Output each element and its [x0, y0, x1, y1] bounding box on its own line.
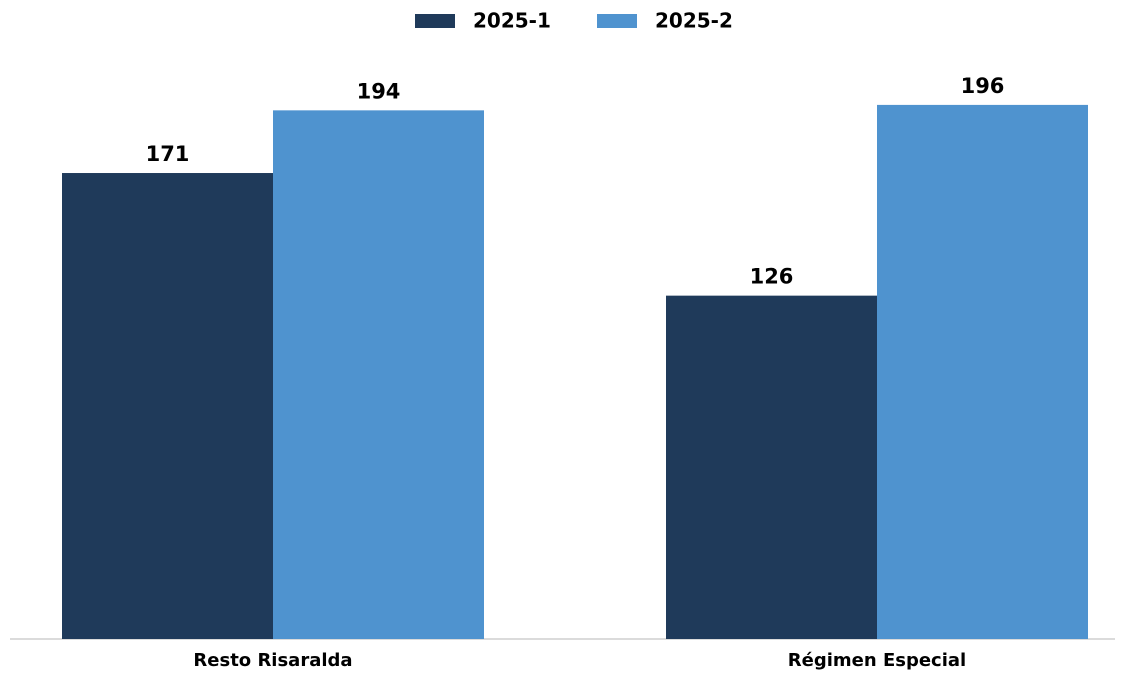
legend-label: 2025-1	[473, 9, 551, 33]
x-tick-label: Régimen Especial	[788, 650, 966, 671]
bar	[877, 104, 1088, 639]
legend-swatch	[415, 14, 455, 28]
bar	[666, 295, 877, 639]
data-label: 171	[146, 142, 190, 166]
data-label: 194	[357, 79, 401, 103]
legend-swatch	[597, 14, 637, 28]
x-tick-label: Resto Risaralda	[193, 650, 352, 671]
legend-label: 2025-2	[655, 9, 733, 33]
data-label: 126	[750, 265, 794, 289]
bar	[273, 110, 484, 640]
data-label: 196	[961, 74, 1005, 98]
bar	[62, 173, 273, 639]
